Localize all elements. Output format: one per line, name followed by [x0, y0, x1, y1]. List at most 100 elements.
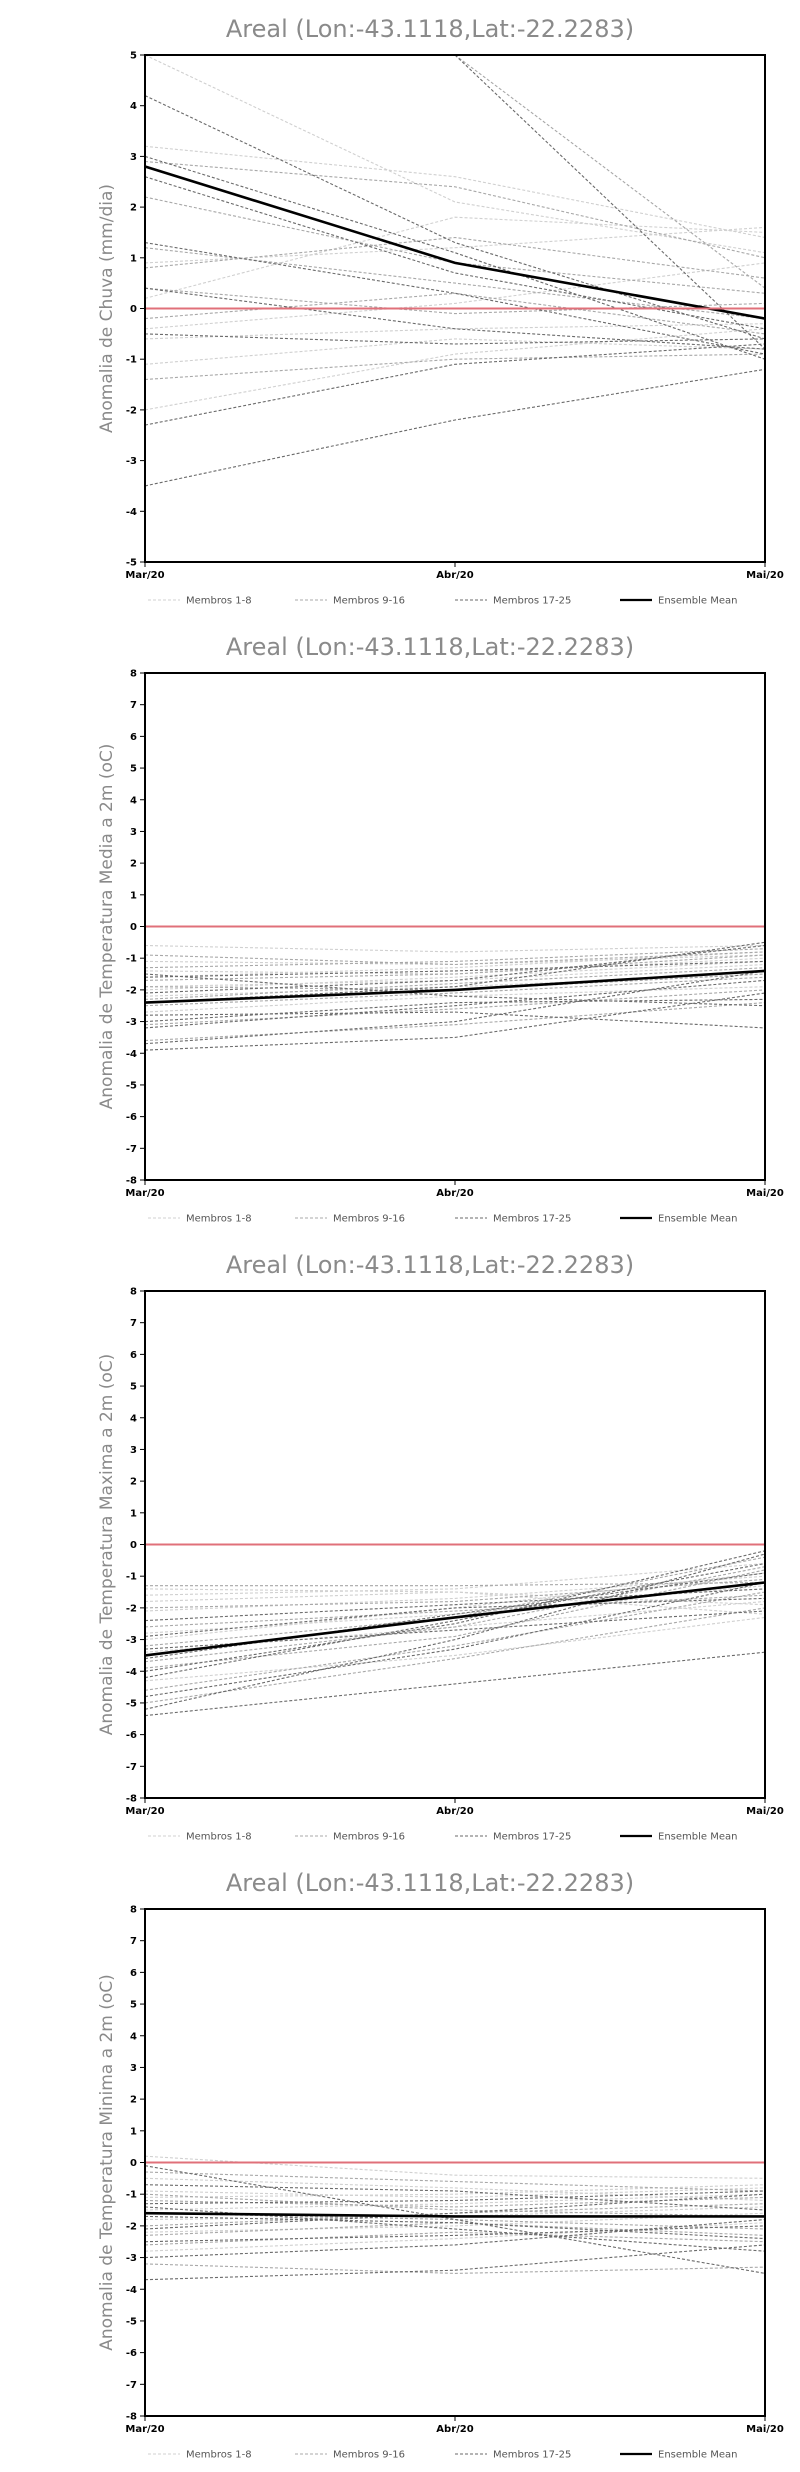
y-tick-label: 4: [130, 795, 137, 806]
y-tick-label: 2: [130, 1477, 137, 1488]
y-tick-label: 8: [130, 1905, 137, 1916]
member-line-group-3: [145, 941, 765, 1004]
member-line-group-1: [145, 145, 765, 239]
y-tick-label: -7: [126, 1762, 137, 1773]
y-tick-label: 4: [130, 2031, 137, 2042]
y-tick-label: 5: [130, 764, 137, 775]
ensemble-mean-line: [145, 165, 765, 320]
y-tick-label: 1: [130, 253, 137, 264]
legend-label: Ensemble Mean: [658, 2450, 737, 2461]
x-tick-label: Mar/20: [125, 1806, 164, 1817]
y-tick-label: -4: [126, 2285, 137, 2296]
y-axis-label: Anomalia de Temperatura Maxima a 2m (oC): [97, 1354, 117, 1736]
y-tick-label: -1: [126, 355, 137, 366]
member-line-group-3: [145, 979, 765, 1029]
member-line-group-3: [145, 2193, 765, 2230]
member-line-group-3: [145, 1550, 765, 1672]
member-line-group-2: [145, 2196, 765, 2208]
member-line-group-3: [145, 960, 765, 978]
member-line-group-2: [145, 2231, 765, 2246]
x-tick-label: Mar/20: [125, 2424, 164, 2435]
member-line-group-3: [145, 970, 765, 1045]
member-line-group-3: [145, 2184, 765, 2211]
legend-label: Ensemble Mean: [658, 1832, 737, 1843]
y-tick-label: 8: [130, 669, 137, 680]
member-line-group-3: [145, 343, 765, 426]
x-tick-label: Mai/20: [746, 1188, 784, 1199]
chart-panel-3: Areal (Lon:-43.1118,Lat:-22.2283) Anomali…: [0, 1236, 800, 1854]
chart-title: Areal (Lon:-43.1118,Lat:-22.2283): [226, 1869, 634, 1897]
chart-svg-4: Areal (Lon:-43.1118,Lat:-22.2283) Anomali…: [97, 1869, 784, 2461]
y-tick-label: -3: [126, 1635, 137, 1646]
y-tick-label: -5: [126, 1698, 137, 1709]
y-tick-label: -2: [126, 2221, 137, 2232]
member-line-group-2: [145, 976, 765, 1007]
member-line-group-3: [145, 2190, 765, 2205]
legend-label: Membros 17-25: [493, 596, 571, 607]
member-line-group-3: [145, 1553, 765, 1710]
y-tick-label: 8: [130, 1287, 137, 1298]
y-tick-label: 3: [130, 152, 137, 163]
member-line-group-3: [145, 944, 765, 994]
member-line-group-3: [145, 242, 765, 355]
chart-panel-4: Areal (Lon:-43.1118,Lat:-22.2283) Anomali…: [0, 1854, 800, 2472]
chart-panel-2: Areal (Lon:-43.1118,Lat:-22.2283) Anomali…: [0, 618, 800, 1236]
y-tick-label: 6: [130, 732, 137, 743]
member-line-group-1: [145, 55, 765, 254]
member-line-group-2: [145, 1569, 765, 1669]
y-tick-label: 0: [130, 304, 137, 315]
y-tick-label: 6: [130, 1968, 137, 1979]
y-tick-label: 4: [130, 1413, 137, 1424]
y-tick-label: 2: [130, 203, 137, 214]
member-line-group-2: [145, 2171, 765, 2192]
member-line-group-1: [145, 1585, 765, 1634]
y-axis-label: Anomalia de Chuva (mm/dia): [97, 184, 117, 433]
member-line-group-3: [145, 973, 765, 1007]
legend-label: Ensemble Mean: [658, 1214, 737, 1225]
y-tick-label: -2: [126, 405, 137, 416]
member-line-group-3: [145, 176, 765, 330]
y-tick-label: 5: [130, 2000, 137, 2011]
x-tick-label: Abr/20: [436, 570, 473, 581]
y-tick-label: 2: [130, 2095, 137, 2106]
y-tick-label: 3: [130, 1445, 137, 1456]
member-line-group-2: [145, 236, 765, 279]
y-tick-label: -5: [126, 1080, 137, 1091]
member-line-group-2: [145, 292, 765, 335]
legend-label: Ensemble Mean: [658, 596, 737, 607]
y-axis-label: Anomalia de Temperatura Minima a 2m (oC): [97, 1974, 117, 2351]
y-tick-label: 6: [130, 1350, 137, 1361]
legend-label: Membros 1-8: [186, 1832, 252, 1843]
member-line-group-2: [145, 1581, 765, 1587]
member-line-group-2: [145, 967, 765, 1000]
y-tick-label: 1: [130, 1508, 137, 1519]
y-tick-label: 3: [130, 827, 137, 838]
member-line-group-1: [145, 1562, 765, 1596]
y-tick-label: 7: [130, 700, 137, 711]
y-tick-label: -6: [126, 2348, 137, 2359]
ensemble-mean-line: [145, 2211, 765, 2218]
member-line-group-1: [145, 2177, 765, 2202]
legend-label: Membros 9-16: [333, 1214, 405, 1225]
member-line-group-3: [145, 1572, 765, 1660]
x-tick-label: Abr/20: [436, 1188, 473, 1199]
member-line-group-1: [145, 338, 765, 365]
member-line-group-1: [145, 1616, 765, 1682]
member-line-group-2: [145, 1591, 765, 1691]
y-tick-label: -4: [126, 507, 137, 518]
member-line-group-2: [145, 2193, 765, 2217]
member-line-group-2: [145, 160, 765, 259]
chart-title: Areal (Lon:-43.1118,Lat:-22.2283): [226, 1251, 634, 1279]
member-line-group-3: [145, 1610, 765, 1650]
y-tick-label: 1: [130, 890, 137, 901]
member-line-group-2: [145, 2212, 765, 2230]
y-tick-label: 1: [130, 2126, 137, 2137]
legend-label: Membros 9-16: [333, 1832, 405, 1843]
y-tick-label: -1: [126, 2190, 137, 2201]
member-line-group-2: [145, 1002, 765, 1042]
member-line-group-3: [145, 2206, 765, 2252]
member-line-group-3: [145, 998, 765, 1023]
y-tick-label: -3: [126, 2253, 137, 2264]
member-line-group-1: [145, 2187, 765, 2198]
